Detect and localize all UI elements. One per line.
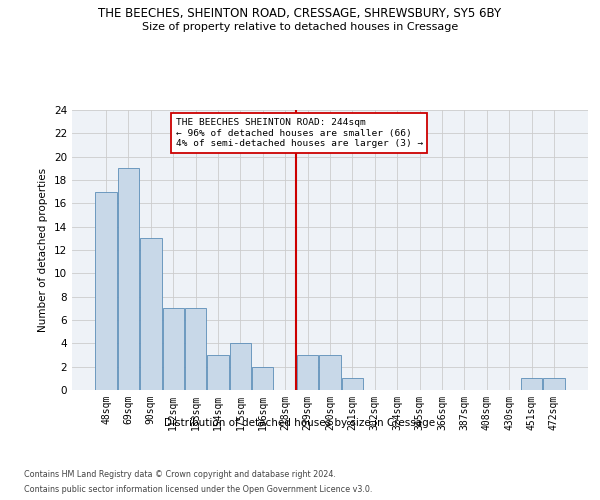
Bar [185, 308, 206, 390]
Bar [118, 168, 139, 390]
Text: Size of property relative to detached houses in Cressage: Size of property relative to detached ho… [142, 22, 458, 32]
Text: Contains HM Land Registry data © Crown copyright and database right 2024.: Contains HM Land Registry data © Crown c… [24, 470, 336, 479]
Bar [208, 355, 229, 390]
Bar [297, 355, 318, 390]
Bar [543, 378, 565, 390]
Bar [252, 366, 274, 390]
Text: THE BEECHES, SHEINTON ROAD, CRESSAGE, SHREWSBURY, SY5 6BY: THE BEECHES, SHEINTON ROAD, CRESSAGE, SH… [98, 8, 502, 20]
Bar [140, 238, 161, 390]
Bar [230, 344, 251, 390]
Bar [95, 192, 117, 390]
Bar [342, 378, 363, 390]
Text: Distribution of detached houses by size in Cressage: Distribution of detached houses by size … [164, 418, 436, 428]
Bar [319, 355, 341, 390]
Y-axis label: Number of detached properties: Number of detached properties [38, 168, 49, 332]
Bar [521, 378, 542, 390]
Text: THE BEECHES SHEINTON ROAD: 244sqm
← 96% of detached houses are smaller (66)
4% o: THE BEECHES SHEINTON ROAD: 244sqm ← 96% … [176, 118, 423, 148]
Bar [163, 308, 184, 390]
Text: Contains public sector information licensed under the Open Government Licence v3: Contains public sector information licen… [24, 485, 373, 494]
